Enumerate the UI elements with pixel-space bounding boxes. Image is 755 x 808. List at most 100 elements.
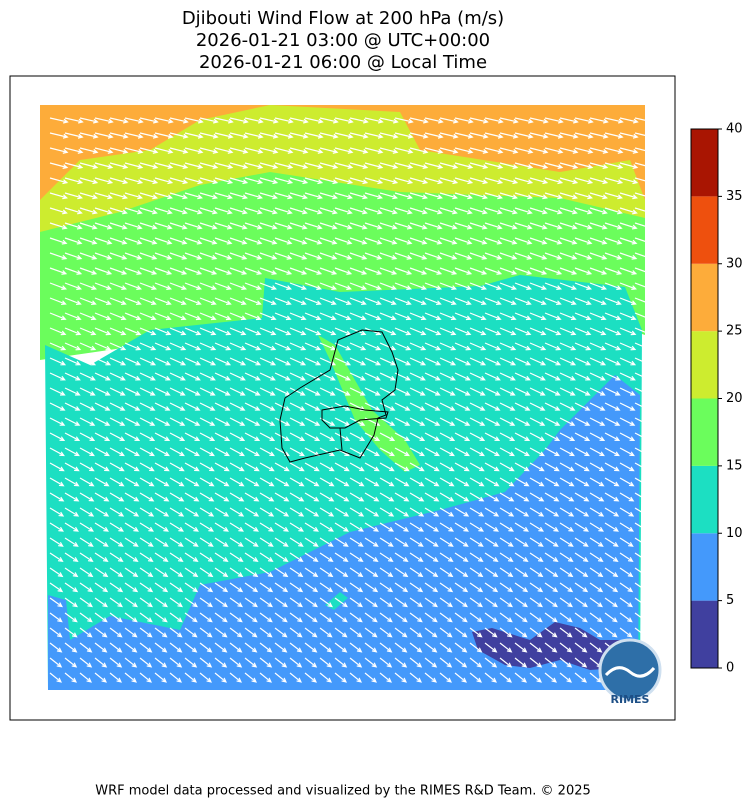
wind-arrow [109,657,123,668]
wind-arrow [394,222,413,230]
wind-arrow [289,342,307,351]
wind-arrow [154,477,170,487]
wind-arrow [109,117,129,124]
wind-arrow [409,357,427,366]
wind-arrow [634,357,652,366]
wind-arrow [214,567,229,578]
wind-arrow [409,417,426,426]
wind-arrow [124,642,138,653]
wind-arrow [49,552,64,562]
wind-arrow [574,492,590,502]
wind-arrow [604,327,622,336]
wind-arrow [229,582,244,593]
wind-arrow [259,447,275,457]
wind-arrow [469,162,489,169]
wind-arrow [424,552,439,562]
wind-arrow [109,432,126,441]
wind-arrow [184,447,200,457]
wind-arrow [319,567,334,578]
wind-arrow [439,507,455,517]
wind-arrow [529,132,549,139]
wind-arrow [544,492,560,502]
wind-arrow [229,387,246,396]
wind-arrow [49,312,67,321]
wind-arrow [349,582,364,593]
wind-arrow [589,507,605,517]
wind-arrow [589,117,609,124]
wind-arrow [64,162,84,169]
wind-arrow [439,657,453,668]
wind-arrow [184,672,197,683]
colorbar-tick-label: 20 [726,391,743,406]
wind-arrow [544,192,563,200]
wind-arrow [94,237,113,245]
wind-arrow [199,162,219,169]
wind-arrow [64,312,82,321]
wind-arrow [214,612,228,623]
wind-arrow [334,507,350,517]
wind-arrow [514,462,530,472]
wind-arrow [304,297,322,306]
wind-arrow [559,537,574,547]
wind-arrow [634,252,653,260]
wind-arrow [349,432,366,441]
wind-arrow [319,612,333,623]
wind-arrow [574,252,593,260]
wind-arrow [214,282,232,290]
wind-arrow [529,192,548,200]
wind-arrow [169,237,188,245]
wind-arrow [49,147,69,154]
wind-arrow [79,132,99,139]
logo-wave [604,666,656,678]
wind-arrow [214,132,234,139]
wind-arrow [469,642,483,653]
wind-arrow [259,537,274,547]
wind-arrow [304,672,317,683]
wind-arrow [634,147,654,154]
wind-arrow [394,657,408,668]
wind-arrow [49,462,65,472]
wind-arrow [634,327,652,336]
wind-arrow [334,567,349,578]
wind-arrow [589,597,603,608]
wind-arrow [214,372,231,381]
wind-arrow [604,597,618,608]
wind-arrow [469,237,488,245]
wind-arrow [364,192,383,200]
wind-arrow [304,237,323,245]
wind-arrow [634,162,654,169]
wind-arrow [529,567,544,578]
wind-arrow [289,312,307,321]
wind-arrow [589,402,606,411]
wind-arrow [589,462,605,472]
wind-arrow [409,267,428,275]
wind-arrow [94,537,109,547]
wind-arrow [199,312,217,321]
wind-arrow [259,507,275,517]
wind-arrow [634,267,653,275]
wind-arrow [529,222,548,230]
wind-arrow [184,597,198,608]
wind-arrow [199,342,217,351]
wind-arrow [244,447,260,457]
wind-arrow [484,462,500,472]
wind-arrow [454,357,472,366]
wind-arrow [199,627,213,638]
wind-arrow [454,252,473,260]
wind-arrow [184,642,198,653]
wind-arrow [79,582,94,593]
wind-arrow [409,132,429,139]
wind-arrow [259,192,278,200]
wind-arrow [109,297,127,306]
wind-arrow [259,327,277,336]
wind-arrow [439,357,457,366]
wind-arrow [169,222,188,230]
wind-arrow [589,432,606,441]
wind-arrow [394,132,414,139]
wind-arrow [109,177,129,185]
wind-arrow [409,432,426,441]
wind-arrow [124,162,144,169]
wind-arrow [589,342,607,351]
wind-arrow [334,147,354,154]
logo-emblem [598,638,662,702]
